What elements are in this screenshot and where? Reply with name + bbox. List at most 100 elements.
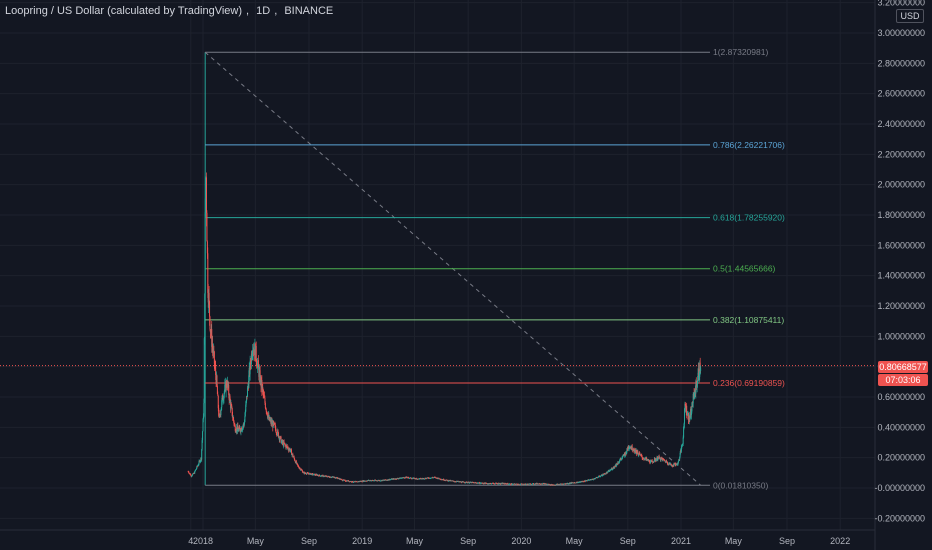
candle-body xyxy=(228,384,230,396)
candle-body xyxy=(621,457,623,459)
candle-body xyxy=(584,481,586,483)
candle-body xyxy=(192,473,194,475)
candle-body xyxy=(261,380,263,391)
candle-body xyxy=(350,481,352,483)
candle-body xyxy=(204,212,206,294)
y-tick-label: 1.40000000 xyxy=(877,271,925,281)
candle-body xyxy=(661,457,663,459)
candle-body xyxy=(603,474,605,476)
candle-body xyxy=(687,412,689,416)
candle-body xyxy=(257,360,259,367)
candle-body xyxy=(275,432,277,433)
candle-body xyxy=(209,301,211,317)
candle-body xyxy=(239,428,241,432)
candle-body xyxy=(656,459,658,461)
candle-body xyxy=(215,366,217,376)
candle-body xyxy=(224,384,226,392)
candle-body xyxy=(678,459,680,460)
candle-body xyxy=(641,455,643,457)
candle-body xyxy=(294,458,296,461)
candle-body xyxy=(601,474,603,476)
candle-body xyxy=(499,483,501,484)
candle-body xyxy=(682,444,684,445)
candle-body xyxy=(191,476,193,477)
candle-body xyxy=(658,456,660,458)
candle-body xyxy=(388,479,390,481)
candle-body xyxy=(250,353,252,365)
candle-body xyxy=(329,476,331,478)
candle-body xyxy=(373,480,375,482)
currency-button[interactable]: USD xyxy=(896,9,924,23)
candle-body xyxy=(220,410,222,416)
candle-body xyxy=(297,464,299,466)
candle-body xyxy=(626,448,628,453)
candle-body xyxy=(211,328,213,347)
candle-body xyxy=(265,408,267,409)
chart-title: Loopring / US Dollar (calculated by Trad… xyxy=(5,5,334,17)
candle-body xyxy=(195,469,197,470)
candle-body xyxy=(674,463,676,465)
candle-body xyxy=(238,429,240,432)
candle-body xyxy=(278,436,280,440)
candle-body xyxy=(396,479,398,480)
candle-body xyxy=(613,467,615,469)
candle-body xyxy=(289,448,291,452)
candle-body xyxy=(227,381,229,387)
candle-body xyxy=(335,477,337,479)
candle-body xyxy=(281,441,283,444)
candle-body xyxy=(385,479,387,481)
candle-body xyxy=(348,480,350,482)
candle-body xyxy=(219,414,221,417)
candle-body xyxy=(301,470,303,471)
candle-body xyxy=(341,479,343,481)
candle-body xyxy=(288,449,290,451)
candle-body xyxy=(285,445,287,448)
candle-body xyxy=(669,462,671,465)
candle-body xyxy=(503,483,505,485)
candle-body xyxy=(414,478,416,479)
candle-body xyxy=(412,478,414,480)
candle-body xyxy=(276,434,278,436)
candle-body xyxy=(255,346,257,361)
candle-body xyxy=(607,471,609,473)
interval-label[interactable]: 1D xyxy=(256,5,271,17)
candle-body xyxy=(252,349,254,353)
candle-body xyxy=(351,481,353,483)
candle-body xyxy=(277,430,279,433)
candle-body xyxy=(479,483,481,485)
candle-body xyxy=(374,479,376,481)
candle-body xyxy=(243,422,245,425)
candle-body xyxy=(203,402,205,417)
candle-body xyxy=(625,452,627,455)
candle-body xyxy=(258,370,260,377)
candle-body xyxy=(209,316,211,330)
x-tick-label: Sep xyxy=(460,536,476,546)
candle-body xyxy=(201,440,203,450)
candle-body xyxy=(277,432,279,438)
candle-body xyxy=(230,404,232,406)
candle-body xyxy=(490,483,492,485)
candle-body xyxy=(379,480,381,482)
candle-body xyxy=(681,446,683,447)
candle-body xyxy=(426,477,428,479)
candle-body xyxy=(568,483,570,485)
candle-body xyxy=(338,478,340,479)
candle-body xyxy=(516,484,518,485)
candle-body xyxy=(660,457,662,461)
candle-body xyxy=(248,375,250,388)
candle-body xyxy=(601,475,603,477)
candle-body xyxy=(629,447,631,449)
candle-body xyxy=(423,478,425,479)
candle-body xyxy=(618,462,620,464)
candle-body xyxy=(697,372,699,381)
candle-body xyxy=(494,483,496,485)
candle-body xyxy=(670,464,672,466)
candle-body xyxy=(700,367,702,372)
candle-body xyxy=(600,475,602,477)
candle-body xyxy=(192,474,194,476)
candle-body xyxy=(598,476,600,478)
candle-body xyxy=(216,386,218,395)
candle-body xyxy=(595,478,597,480)
candle-body xyxy=(677,464,679,466)
